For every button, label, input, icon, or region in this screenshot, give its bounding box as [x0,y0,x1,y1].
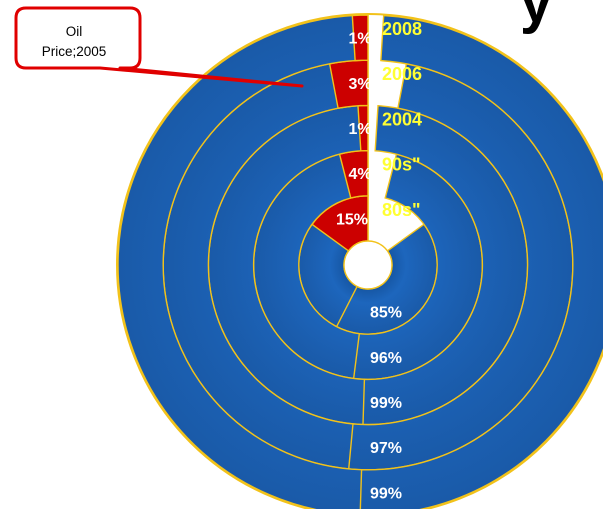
category-label-2004: 2004 [382,109,422,129]
value-label-2006-main: 97% [370,440,402,457]
value-label-2004-main: 99% [370,395,402,412]
value-label-2004-highlight: 1% [348,121,371,138]
category-label-2006: 2006 [382,64,422,84]
category-label-90s: 90s" [382,155,421,175]
value-label-2008-main: 99% [370,485,402,502]
value-label-90s-highlight: 4% [348,166,371,183]
value-label-2008-highlight: 1% [348,31,371,48]
callout-text: Oil Price;2005 [26,22,122,62]
value-label-2006-highlight: 3% [348,76,371,93]
callout-text-line2: Price;2005 [41,44,107,59]
outer-rim [116,13,603,514]
center-hole [343,240,393,290]
value-label-80s-highlight: 15% [336,211,368,228]
title-fragment: y [520,0,553,35]
value-label-90s-main: 96% [370,350,402,367]
ring-segment-2008-highlight [351,14,369,62]
category-label-2008: 2008 [382,19,422,39]
callout-text-line1: Oil [65,24,83,39]
callout-box [14,6,304,88]
category-label-80s: 80s" [382,200,421,220]
callout [14,6,304,88]
value-label-80s-main: 85% [370,305,402,322]
